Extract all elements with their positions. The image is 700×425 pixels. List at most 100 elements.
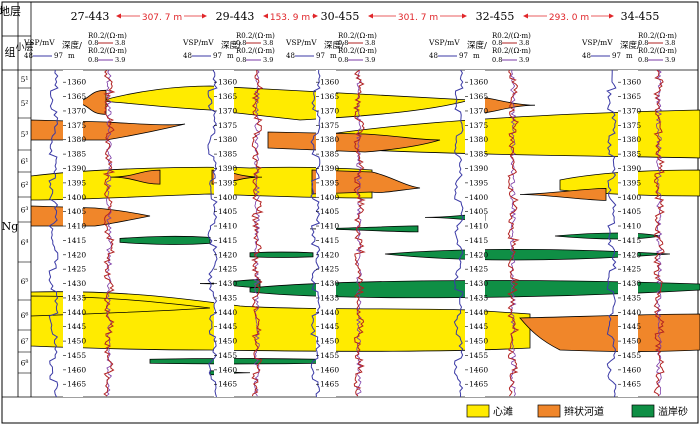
sp-label: VSP/mV: [285, 38, 317, 47]
depth-tick-label: 1420: [67, 250, 86, 259]
depth-tick-label: 1435: [469, 293, 488, 302]
group-header-label: 组: [5, 45, 16, 59]
depth-tick-label: 1445: [622, 322, 641, 331]
depth-tick-label: 1460: [218, 365, 237, 374]
depth-tick-label: 1460: [622, 365, 641, 374]
depth-tick-label: 1455: [218, 351, 237, 360]
sp-label: VSP/mV: [23, 38, 55, 47]
distance-label-4: 293. 0 m: [549, 13, 589, 23]
depth-label: 深度/: [221, 40, 241, 51]
depth-tick-label: 1375: [218, 121, 237, 130]
sublayer-label: 5¹: [21, 75, 29, 84]
depth-tick-label: 1405: [622, 207, 641, 216]
well-track-3: 1360 1365 1370 1375 1380 1385 1390 1395 1400 1405…: [310, 70, 366, 397]
distance-label-bg-4: [547, 10, 591, 22]
depth-tick-label: 1360: [320, 78, 339, 87]
depth-tick-label: 1440: [622, 308, 641, 317]
sp-max: 97: [459, 52, 468, 60]
legend: 心滩 辫状河道 溢岸砂: [466, 404, 688, 418]
bar-1380: [328, 109, 700, 159]
depth-tick-label: 1425: [469, 265, 488, 274]
legend-label-overbank: 溢岸砂: [658, 405, 688, 418]
depth-column: [465, 70, 485, 397]
sp-min: 48: [286, 52, 295, 60]
depth-tick-label: 1405: [320, 207, 339, 216]
channel-1395: [311, 169, 421, 195]
depth-tick-label: 1440: [320, 308, 339, 317]
formation-label-top: 地层: [0, 5, 21, 18]
r1-label: R0.2/(Ω·m): [492, 32, 531, 40]
well-name-2: 29-443: [216, 10, 255, 23]
depth-label: 深度/: [620, 40, 640, 51]
depth-tick-label: 1460: [320, 365, 339, 374]
r1-min: 0.8: [236, 39, 246, 47]
depth-tick-label: 1415: [320, 236, 339, 245]
depth-tick-label: 1460: [67, 365, 86, 374]
depth-label: 深度/: [467, 40, 487, 51]
r1-max: 3.8: [519, 39, 529, 47]
distance-label-bg-2: [268, 10, 312, 22]
r1-min: 0.8: [638, 39, 648, 47]
r1-max: 3.8: [665, 39, 675, 47]
sp-label: VSP/mV: [182, 38, 214, 47]
depth-tick-label: 1365: [218, 92, 237, 101]
depth-tick-label: 1420: [218, 250, 237, 259]
depth-tick-label: 1430: [67, 279, 86, 288]
depth-tick-label: 1420: [320, 250, 339, 259]
well-track-1: 1360 1365 1370 1375 1380 1385 1390 1395 1400 1405…: [48, 70, 116, 397]
resistivity-curve-1: [102, 70, 116, 397]
sp-min: 48: [582, 52, 591, 60]
depth-tick-label: 1435: [218, 293, 237, 302]
depth-tick-label: 1385: [622, 150, 641, 159]
depth-tick-label: 1465: [67, 380, 86, 389]
distance-label-bg-1: [140, 10, 184, 22]
depth-tick-label: 1385: [67, 150, 86, 159]
depth-tick-label: 1450: [320, 337, 339, 346]
bar-1395: [31, 166, 373, 201]
depth-tick-label: 1370: [622, 106, 641, 115]
depth-tick-label: 1460: [469, 365, 488, 374]
depth-tick-label: 1440: [469, 308, 488, 317]
depth-tick-label: 1430: [218, 279, 237, 288]
overbank-1415: [119, 235, 211, 245]
depth-tick-label: 1440: [67, 308, 86, 317]
depth-tick-label: 1415: [622, 236, 641, 245]
depth-tick-label: 1380: [622, 135, 641, 144]
sublayer-column: 5¹ 5² 5³ 6¹ 6² 6³ 6⁴ 6⁵ 6⁶ 6⁷ 6⁸: [18, 75, 31, 374]
r1-label: R0.2/(Ω·m): [88, 32, 127, 40]
depth-tick-label: 1365: [320, 92, 339, 101]
depth-tick-label: 1380: [320, 135, 339, 144]
well-track-4: 1360 1365 1370 1375 1380 1385 1390 1395 1400 1405…: [453, 70, 520, 397]
depth-tick-label: 1390: [320, 164, 339, 173]
depth-unit: m: [227, 52, 234, 60]
depth-tick-label: 1430: [320, 279, 339, 288]
legend-swatch-bar: [466, 404, 490, 418]
depth-tick-label: 1400: [218, 193, 237, 202]
depth-tick-label: 1360: [218, 78, 237, 87]
sublayer-label: 5²: [21, 99, 29, 108]
distance-arrows: [116, 13, 614, 19]
r2-max: 3.9: [115, 56, 125, 64]
depth-tick-label: 1405: [469, 207, 488, 216]
depth-tick-label: 1375: [622, 121, 641, 130]
sublayer-label: 6⁷: [21, 337, 29, 346]
depth-tick-label: 1445: [67, 322, 86, 331]
depth-tick-label: 1435: [622, 293, 641, 302]
well-track-2: 1360 1365 1370 1375 1380 1385 1390 1395 1400 1405…: [207, 70, 264, 397]
r2-min: 0.8: [638, 56, 648, 64]
depth-tick-label: 1450: [218, 337, 237, 346]
depth-tick-label: 1360: [67, 78, 86, 87]
sp-curve: [606, 70, 617, 397]
depth-tick-label: 1455: [320, 351, 339, 360]
sp-min: 48: [24, 52, 33, 60]
distance-label-1: 307. 7 m: [142, 13, 182, 23]
depth-tick-label: 1445: [218, 322, 237, 331]
depth-tick-label: 1415: [469, 236, 488, 245]
depth-tick-label: 1455: [67, 351, 86, 360]
group-label: Ng: [2, 220, 19, 233]
depth-tick-label: 1380: [218, 135, 237, 144]
depth-tick-label: 1465: [320, 380, 339, 389]
depth-tick-label: 1375: [469, 121, 488, 130]
